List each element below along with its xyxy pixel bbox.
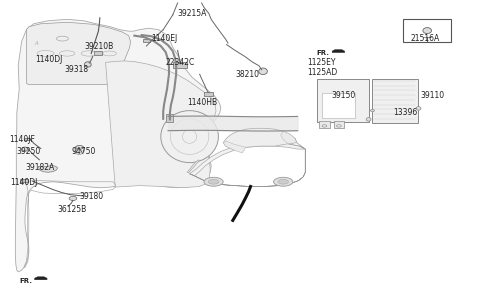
Polygon shape [223,128,297,150]
Text: 1140JF: 1140JF [10,135,36,144]
Ellipse shape [278,179,288,184]
Text: 1125AD: 1125AD [307,68,337,77]
Ellipse shape [22,147,28,151]
Text: 39215A: 39215A [178,9,207,18]
Ellipse shape [423,28,432,34]
Text: 39318: 39318 [65,65,89,74]
Polygon shape [223,141,246,153]
Ellipse shape [69,196,77,200]
Bar [204,92,213,96]
Polygon shape [187,160,199,173]
Text: 39182A: 39182A [25,163,55,172]
Text: 39150: 39150 [331,91,356,99]
Bar [403,19,451,42]
Ellipse shape [84,62,91,67]
Bar [317,79,369,122]
Text: 39210B: 39210B [84,42,113,50]
Text: 13396: 13396 [394,108,418,117]
Bar [334,121,344,128]
Text: 22342C: 22342C [166,58,195,67]
Text: 38210: 38210 [235,70,259,79]
Polygon shape [190,143,305,176]
Ellipse shape [371,109,374,112]
Polygon shape [38,165,58,172]
Text: FR.: FR. [317,50,330,56]
Ellipse shape [76,146,84,149]
Bar [319,121,330,128]
Text: 36125B: 36125B [58,205,87,214]
Polygon shape [15,19,221,272]
Bar [94,51,102,55]
Text: 94750: 94750 [71,147,96,156]
Ellipse shape [208,179,219,184]
Text: 39180: 39180 [79,192,103,200]
Polygon shape [35,277,47,280]
Ellipse shape [74,146,84,154]
Text: 1140DJ: 1140DJ [35,55,62,64]
Bar [173,62,187,68]
Text: 1125EY: 1125EY [307,58,336,67]
Polygon shape [26,22,131,85]
Bar [143,39,150,42]
Text: 1140EJ: 1140EJ [151,34,178,43]
Polygon shape [106,61,216,188]
Polygon shape [190,138,305,187]
Ellipse shape [274,177,293,186]
Text: 1140DJ: 1140DJ [11,178,38,187]
Text: 39110: 39110 [420,91,444,99]
Ellipse shape [366,118,371,121]
Ellipse shape [161,111,218,162]
Text: FR.: FR. [19,278,32,284]
Ellipse shape [259,68,267,75]
Text: 39250: 39250 [17,147,41,156]
Bar [322,93,355,118]
Bar [24,138,30,140]
Polygon shape [332,50,345,53]
Text: A: A [34,41,38,45]
Bar [166,114,173,122]
Text: 1140HB: 1140HB [187,98,217,107]
Ellipse shape [416,107,421,110]
Bar [372,79,418,123]
Ellipse shape [204,177,223,186]
Bar [20,179,28,182]
Text: 21516A: 21516A [410,34,440,43]
Polygon shape [281,131,297,144]
